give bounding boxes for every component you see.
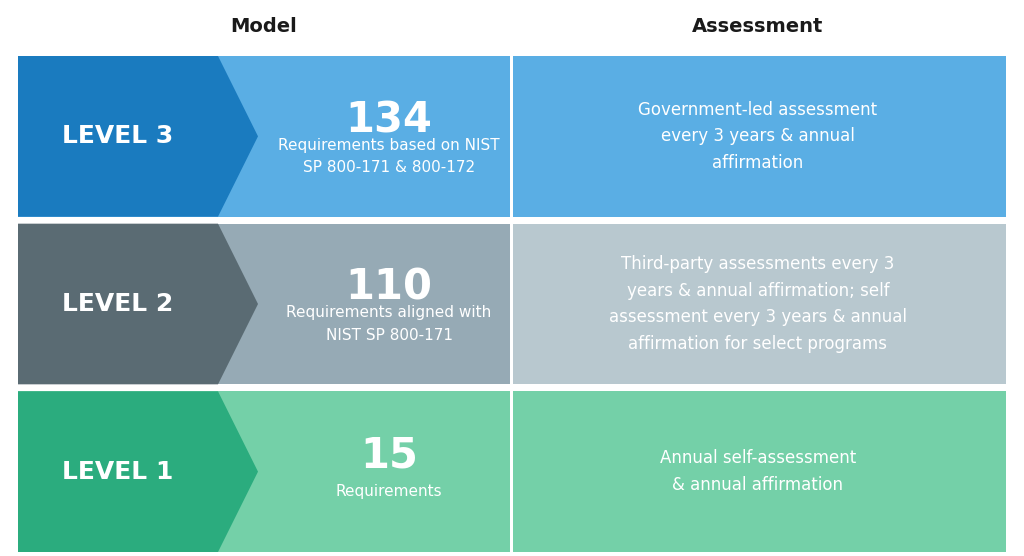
Text: Annual self-assessment
& annual affirmation: Annual self-assessment & annual affirmat… (659, 449, 856, 494)
Text: 134: 134 (345, 100, 432, 141)
Text: 110: 110 (345, 267, 432, 309)
Text: Requirements based on NIST
SP 800-171 & 800-172: Requirements based on NIST SP 800-171 & … (279, 138, 500, 175)
Text: LEVEL 3: LEVEL 3 (62, 125, 174, 148)
Text: LEVEL 1: LEVEL 1 (62, 460, 174, 484)
Polygon shape (18, 224, 258, 384)
FancyBboxPatch shape (18, 56, 510, 217)
FancyBboxPatch shape (513, 56, 1006, 217)
Polygon shape (18, 391, 258, 552)
FancyBboxPatch shape (18, 391, 510, 552)
Text: Assessment: Assessment (692, 17, 823, 36)
FancyBboxPatch shape (513, 391, 1006, 552)
Text: Requirements: Requirements (336, 484, 442, 499)
FancyBboxPatch shape (18, 224, 510, 384)
Text: Model: Model (230, 17, 297, 36)
Text: 15: 15 (360, 435, 418, 476)
Text: Government-led assessment
every 3 years & annual
affirmation: Government-led assessment every 3 years … (638, 101, 878, 172)
Text: Requirements aligned with
NIST SP 800-171: Requirements aligned with NIST SP 800-17… (287, 305, 492, 342)
FancyBboxPatch shape (513, 224, 1006, 384)
Polygon shape (18, 56, 258, 217)
Text: LEVEL 2: LEVEL 2 (62, 292, 174, 316)
Text: Third-party assessments every 3
years & annual affirmation; self
assessment ever: Third-party assessments every 3 years & … (609, 255, 907, 353)
